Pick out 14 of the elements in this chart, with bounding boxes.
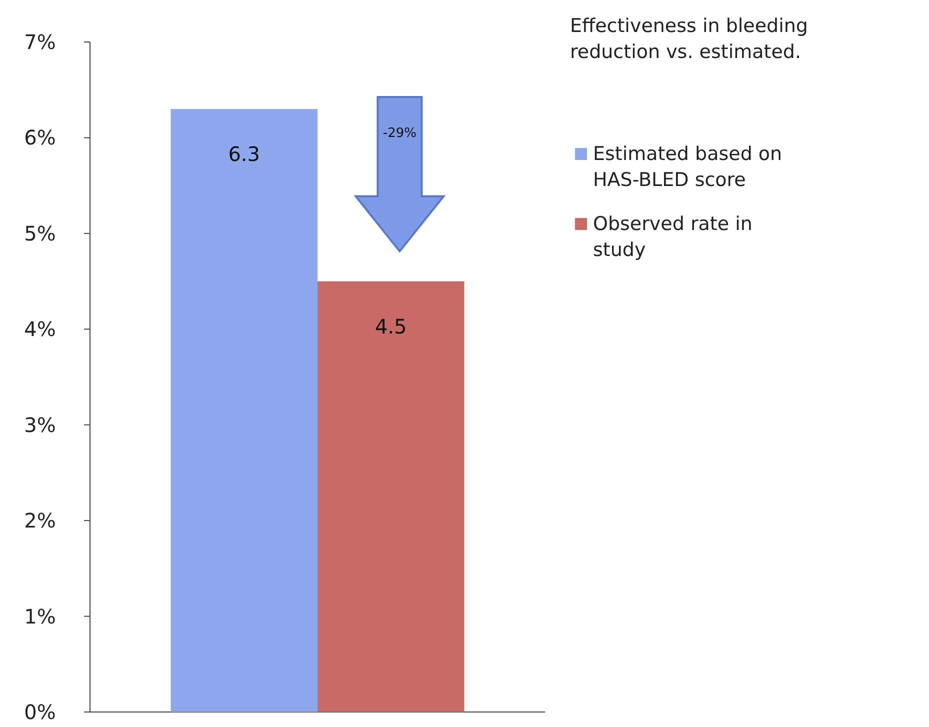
y-tick-label: 3% [24,412,56,437]
legend-label: Observed rate in study [593,213,752,261]
y-tick-label: 1% [24,604,56,628]
annotation: -29% [382,126,416,141]
y-tick-label: 0% [24,700,56,724]
y-tick-label: 7% [24,30,56,54]
text: Effectiveness in bleeding reduction vs. estimated. [570,15,808,63]
y-tick-label: 5% [24,221,56,246]
y-tick-label: 2% [24,508,56,533]
data-label: 4.5 [374,314,407,338]
y-tick-label: 4% [24,317,56,342]
legend-label: Estimated based on HAS-BLED score [593,143,782,191]
data-label: 6.3 [228,142,260,166]
y-tick-label: 6% [24,126,56,150]
